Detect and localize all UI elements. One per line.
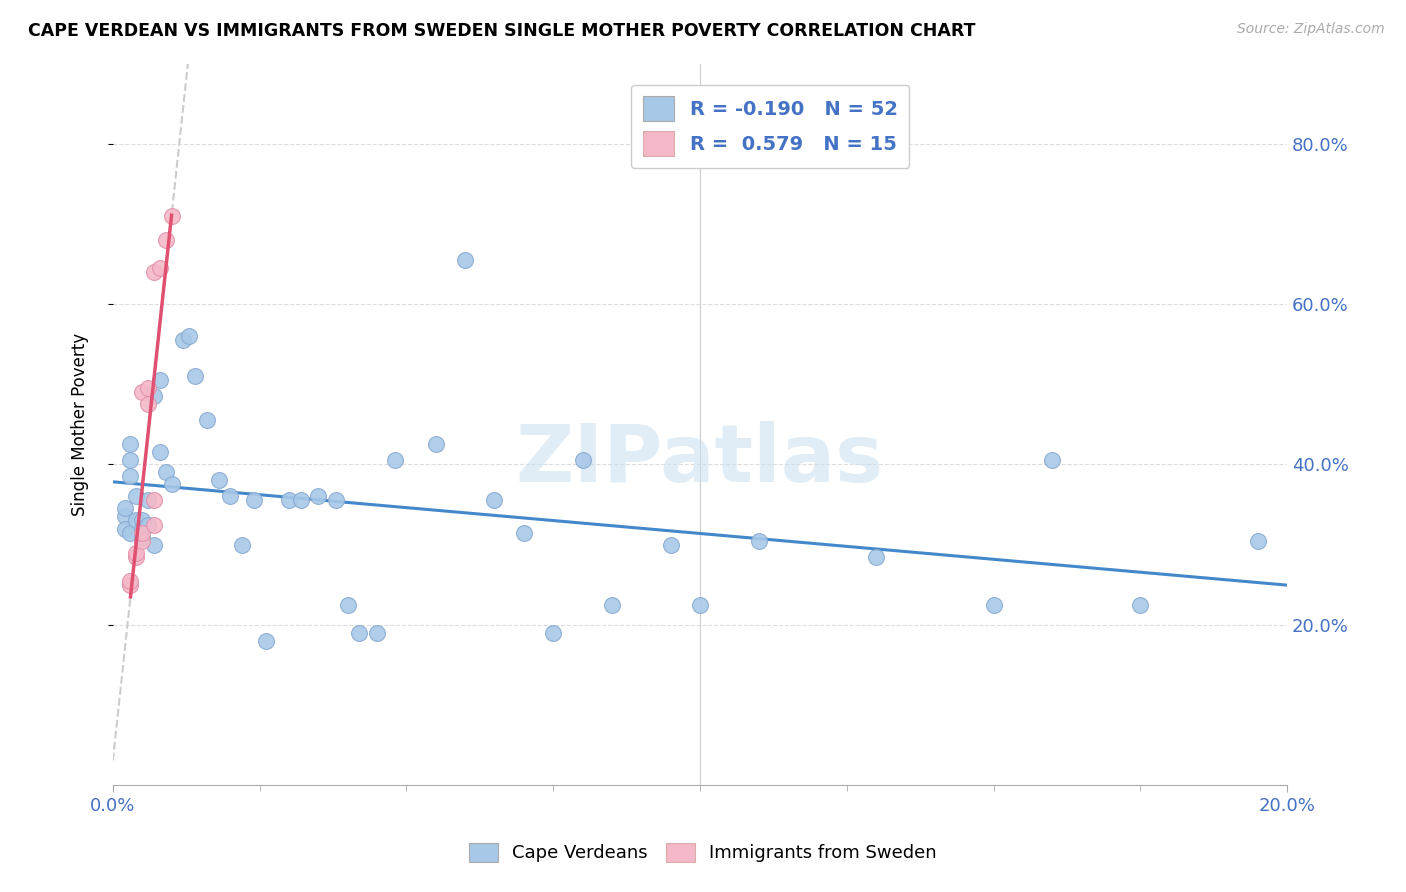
Point: [195, 413, 218, 427]
Point: [219, 490, 242, 504]
Point: [748, 533, 770, 548]
Legend: Cape Verdeans, Immigrants from Sweden: Cape Verdeans, Immigrants from Sweden: [461, 836, 945, 870]
Point: [149, 445, 172, 459]
Point: [541, 625, 564, 640]
Point: [659, 537, 682, 551]
Point: [179, 329, 201, 343]
Point: [207, 474, 229, 488]
Point: [290, 493, 312, 508]
Point: [142, 389, 165, 403]
Point: [242, 493, 264, 508]
Text: CAPE VERDEAN VS IMMIGRANTS FROM SWEDEN SINGLE MOTHER POVERTY CORRELATION CHART: CAPE VERDEAN VS IMMIGRANTS FROM SWEDEN S…: [28, 22, 976, 40]
Point: [131, 529, 153, 543]
Point: [120, 577, 142, 591]
Point: [600, 598, 623, 612]
Point: [865, 549, 887, 564]
Point: [120, 525, 142, 540]
Point: [142, 537, 165, 551]
Legend: R = -0.190   N = 52, R =  0.579   N = 15: R = -0.190 N = 52, R = 0.579 N = 15: [631, 85, 910, 168]
Point: [155, 466, 177, 480]
Point: [1129, 598, 1152, 612]
Point: [160, 209, 183, 223]
Point: [131, 533, 153, 548]
Point: [155, 233, 177, 247]
Point: [184, 369, 207, 384]
Point: [120, 453, 142, 467]
Point: [366, 625, 388, 640]
Point: [172, 334, 194, 348]
Point: [454, 253, 477, 268]
Y-axis label: Single Mother Poverty: Single Mother Poverty: [72, 333, 89, 516]
Point: [278, 493, 301, 508]
Point: [142, 265, 165, 279]
Point: [983, 598, 1005, 612]
Point: [142, 517, 165, 532]
Point: [307, 490, 329, 504]
Point: [136, 493, 159, 508]
Point: [136, 517, 159, 532]
Point: [160, 477, 183, 491]
Point: [120, 574, 142, 588]
Text: ZIPatlas: ZIPatlas: [516, 421, 884, 500]
Point: [325, 493, 347, 508]
Point: [120, 469, 142, 483]
Point: [131, 514, 153, 528]
Point: [131, 525, 153, 540]
Point: [571, 453, 593, 467]
Point: [513, 525, 536, 540]
Point: [1040, 453, 1063, 467]
Point: [149, 373, 172, 387]
Point: [136, 381, 159, 395]
Point: [125, 549, 148, 564]
Point: [149, 261, 172, 276]
Point: [142, 493, 165, 508]
Point: [689, 598, 711, 612]
Point: [136, 397, 159, 411]
Point: [114, 501, 136, 516]
Point: [114, 509, 136, 524]
Point: [131, 385, 153, 400]
Point: [484, 493, 506, 508]
Point: [425, 437, 447, 451]
Point: [231, 537, 253, 551]
Point: [125, 514, 148, 528]
Point: [336, 598, 359, 612]
Point: [384, 453, 406, 467]
Text: Source: ZipAtlas.com: Source: ZipAtlas.com: [1237, 22, 1385, 37]
Point: [349, 625, 371, 640]
Point: [120, 437, 142, 451]
Point: [1247, 533, 1270, 548]
Point: [114, 521, 136, 535]
Point: [125, 490, 148, 504]
Point: [131, 521, 153, 535]
Point: [125, 545, 148, 559]
Point: [254, 633, 277, 648]
